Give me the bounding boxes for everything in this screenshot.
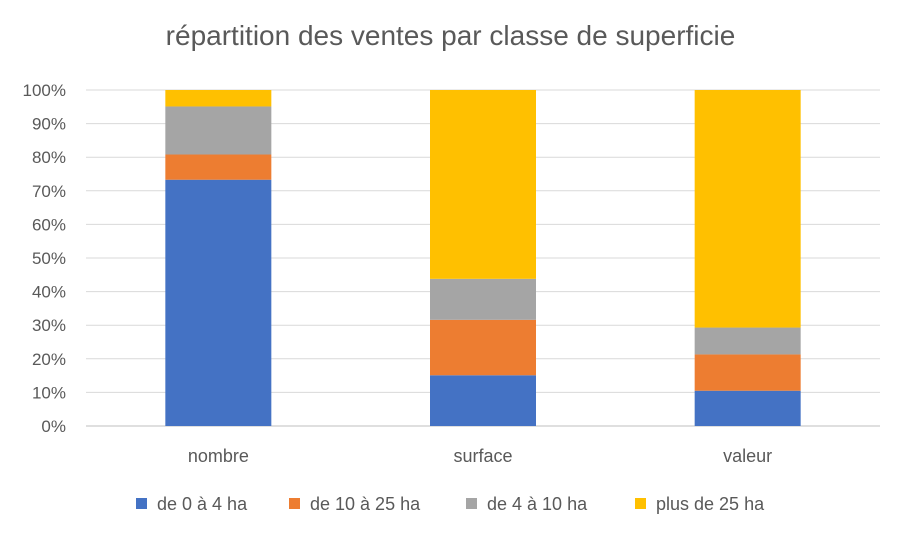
x-tick-label: nombre <box>188 446 249 466</box>
y-tick-label: 100% <box>23 81 66 100</box>
bar-segment <box>430 375 536 426</box>
bar-segment <box>694 90 801 328</box>
x-axis-ticks: nombre surface valeur <box>188 446 772 466</box>
legend-swatch <box>635 498 646 509</box>
bar-segment <box>165 179 272 426</box>
bar-segment <box>430 90 536 279</box>
bar-segment <box>165 106 272 155</box>
y-axis-ticks: 0% 10% 20% 30% 40% 50% 60% 70% 80% 90% 100% <box>23 81 66 436</box>
bar-segment <box>694 327 801 355</box>
legend: de 0 à 4 ha de 10 à 25 ha de 4 à 10 ha plus… <box>136 494 765 514</box>
x-tick-label: valeur <box>723 446 772 466</box>
y-tick-label: 40% <box>32 283 66 302</box>
y-tick-label: 70% <box>32 182 66 201</box>
y-tick-label: 0% <box>41 417 66 436</box>
legend-label: de 10 à 25 ha <box>310 494 421 514</box>
x-tick-label: surface <box>453 446 512 466</box>
legend-label: de 4 à 10 ha <box>487 494 588 514</box>
legend-swatch <box>466 498 477 509</box>
y-tick-label: 80% <box>32 148 66 167</box>
bar-segment <box>165 154 272 180</box>
legend-swatch <box>289 498 300 509</box>
y-tick-label: 50% <box>32 249 66 268</box>
bar-segment <box>165 90 272 107</box>
bar-segment <box>430 278 536 320</box>
legend-swatch <box>136 498 147 509</box>
y-tick-label: 60% <box>32 215 66 234</box>
y-tick-label: 10% <box>32 383 66 402</box>
y-tick-label: 90% <box>32 115 66 134</box>
bar-segment <box>694 390 801 426</box>
chart-title: répartition des ventes par classe de sup… <box>165 20 736 51</box>
bar-segment <box>430 319 536 376</box>
y-tick-label: 20% <box>32 350 66 369</box>
legend-label: de 0 à 4 ha <box>157 494 248 514</box>
legend-label: plus de 25 ha <box>656 494 765 514</box>
bar-segment <box>694 354 801 391</box>
bars <box>165 90 801 426</box>
y-tick-label: 30% <box>32 316 66 335</box>
